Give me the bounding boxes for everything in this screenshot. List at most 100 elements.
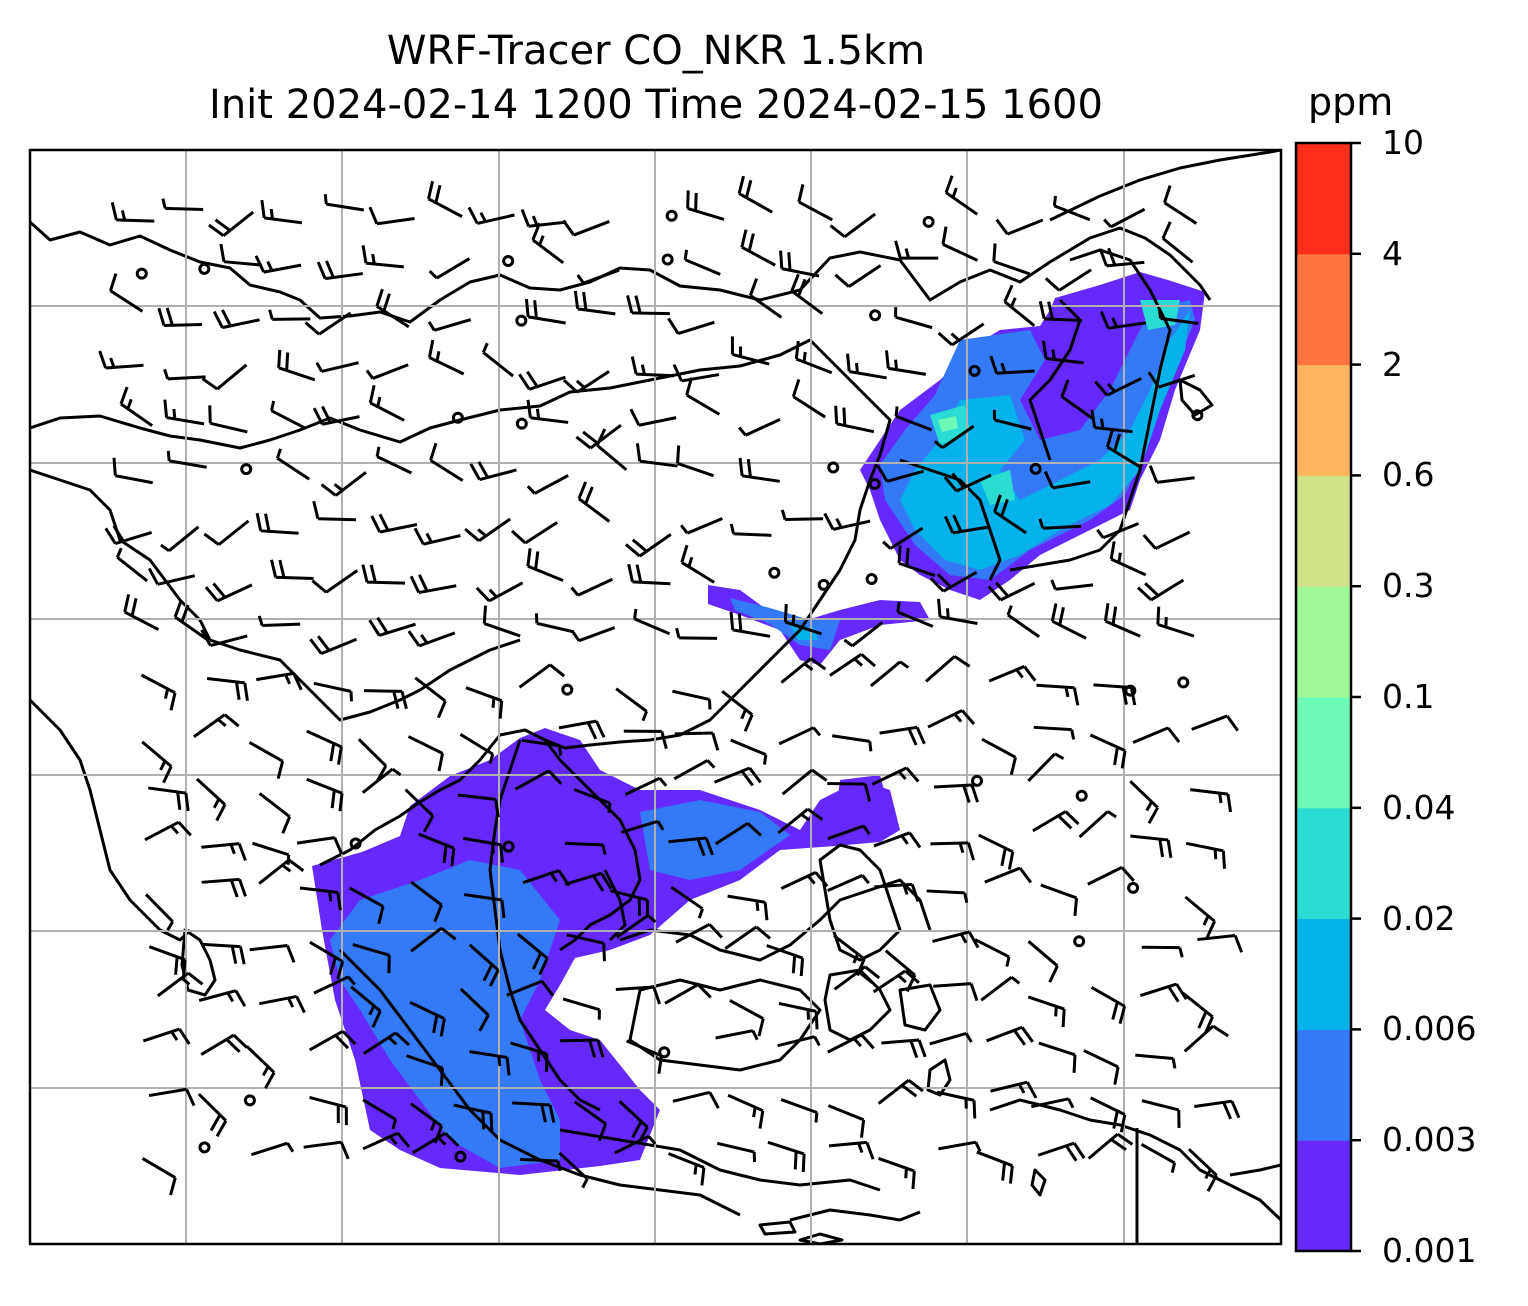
wind-barb bbox=[361, 767, 402, 794]
wind-barb bbox=[630, 356, 675, 378]
wind-barb bbox=[197, 1092, 228, 1138]
wind-barb bbox=[1087, 1132, 1134, 1160]
wind-barb bbox=[933, 982, 979, 1002]
wind-barb bbox=[943, 472, 992, 493]
wind-barb bbox=[469, 1050, 511, 1076]
wind-barb bbox=[203, 519, 250, 546]
wind-barb bbox=[163, 399, 205, 426]
wind-barb bbox=[268, 309, 311, 321]
wind-barb bbox=[1157, 308, 1199, 326]
calm-wind-circle bbox=[865, 573, 878, 586]
wind-barb bbox=[846, 353, 887, 380]
wind-barb bbox=[896, 601, 934, 628]
wind-barb bbox=[482, 605, 521, 638]
colorbar-segment bbox=[1296, 586, 1351, 698]
calm-wind-circle bbox=[968, 364, 981, 377]
wind-barb bbox=[797, 184, 833, 222]
wind-barb bbox=[926, 889, 969, 903]
wind-barb bbox=[313, 975, 356, 995]
wind-barb bbox=[675, 923, 723, 944]
wind-barb bbox=[778, 726, 822, 746]
wind-barb bbox=[925, 655, 971, 683]
wind-barb bbox=[559, 1038, 605, 1058]
wind-barb bbox=[1184, 895, 1216, 939]
calm-wind-circle bbox=[515, 314, 528, 327]
wind-barb bbox=[992, 243, 1031, 276]
calm-wind-circle bbox=[661, 253, 674, 266]
wind-barb bbox=[930, 841, 975, 861]
wind-barb bbox=[163, 368, 206, 381]
wind-barb bbox=[98, 350, 144, 370]
wind-barb bbox=[352, 943, 391, 974]
calm-wind-circle bbox=[454, 1150, 467, 1163]
wind-barb bbox=[1141, 1099, 1181, 1128]
wind-barb bbox=[1032, 810, 1080, 833]
colorbar-tick-label: 10 bbox=[1382, 123, 1424, 162]
wind-barb bbox=[1163, 185, 1198, 225]
wind-barb bbox=[738, 418, 781, 437]
wind-barb bbox=[737, 175, 773, 214]
wind-barb bbox=[309, 1096, 348, 1126]
wind-barb bbox=[258, 858, 305, 885]
wind-barb bbox=[200, 629, 248, 648]
wind-barb bbox=[141, 1157, 177, 1196]
wind-barb bbox=[566, 933, 606, 962]
wind-barb bbox=[516, 932, 549, 976]
wind-barb bbox=[672, 689, 712, 710]
wind-barb bbox=[1132, 726, 1181, 744]
wind-barb bbox=[629, 408, 677, 427]
wind-barb bbox=[1050, 579, 1094, 591]
wind-barb bbox=[304, 311, 352, 336]
calm-wind-circle bbox=[1124, 684, 1137, 697]
calm-wind-circle bbox=[451, 411, 464, 424]
wind-barb bbox=[1142, 530, 1191, 550]
calm-wind-circle bbox=[922, 215, 935, 228]
wind-barb bbox=[1130, 834, 1173, 859]
wind-barb bbox=[615, 687, 649, 722]
calm-wind-circle bbox=[1029, 462, 1042, 475]
wind-barb bbox=[1098, 247, 1145, 268]
wind-barb bbox=[595, 428, 628, 471]
calm-wind-circle bbox=[198, 1141, 211, 1154]
wind-barb bbox=[729, 523, 772, 537]
wind-barb bbox=[249, 944, 296, 963]
calm-wind-circle bbox=[817, 578, 830, 591]
wind-barb bbox=[780, 871, 829, 890]
colorbar-tick-label: 0.003 bbox=[1382, 1120, 1477, 1160]
wind-barb bbox=[361, 564, 406, 585]
calm-wind-circle bbox=[1127, 881, 1140, 894]
wind-barb bbox=[721, 690, 754, 732]
wind-barb bbox=[309, 940, 345, 980]
wind-barb bbox=[410, 926, 457, 953]
wind-barb bbox=[667, 317, 715, 336]
wind-barb bbox=[299, 886, 342, 911]
wind-barb bbox=[277, 349, 316, 382]
wind-barb bbox=[308, 1029, 357, 1052]
wind-barb bbox=[520, 208, 567, 228]
wind-barb bbox=[309, 635, 358, 656]
wind-barb bbox=[783, 604, 822, 636]
wind-barb bbox=[974, 938, 1011, 967]
wind-barb bbox=[1183, 1024, 1229, 1053]
wind-barb bbox=[1181, 991, 1214, 1034]
wind-barb bbox=[1027, 995, 1066, 1028]
wind-barb bbox=[123, 594, 160, 631]
wind-barb bbox=[615, 914, 657, 939]
wind-barb bbox=[413, 527, 461, 546]
wind-barb bbox=[995, 218, 1044, 236]
wind-barb bbox=[613, 1134, 657, 1155]
wind-barb bbox=[475, 581, 524, 603]
wind-barb bbox=[673, 759, 716, 781]
wind-barb bbox=[1040, 883, 1079, 917]
wind-barb bbox=[1027, 752, 1065, 783]
calm-wind-circle bbox=[561, 683, 574, 696]
wind-barb bbox=[1090, 986, 1127, 1025]
wind-barb bbox=[929, 1031, 973, 1046]
wind-barb bbox=[1194, 1099, 1241, 1120]
colorbar-segment bbox=[1296, 475, 1351, 587]
wind-barb bbox=[258, 792, 292, 834]
wind-barb bbox=[429, 442, 464, 482]
calm-wind-circle bbox=[658, 1046, 671, 1059]
wind-barb bbox=[766, 944, 805, 977]
wind-barb bbox=[829, 212, 877, 238]
